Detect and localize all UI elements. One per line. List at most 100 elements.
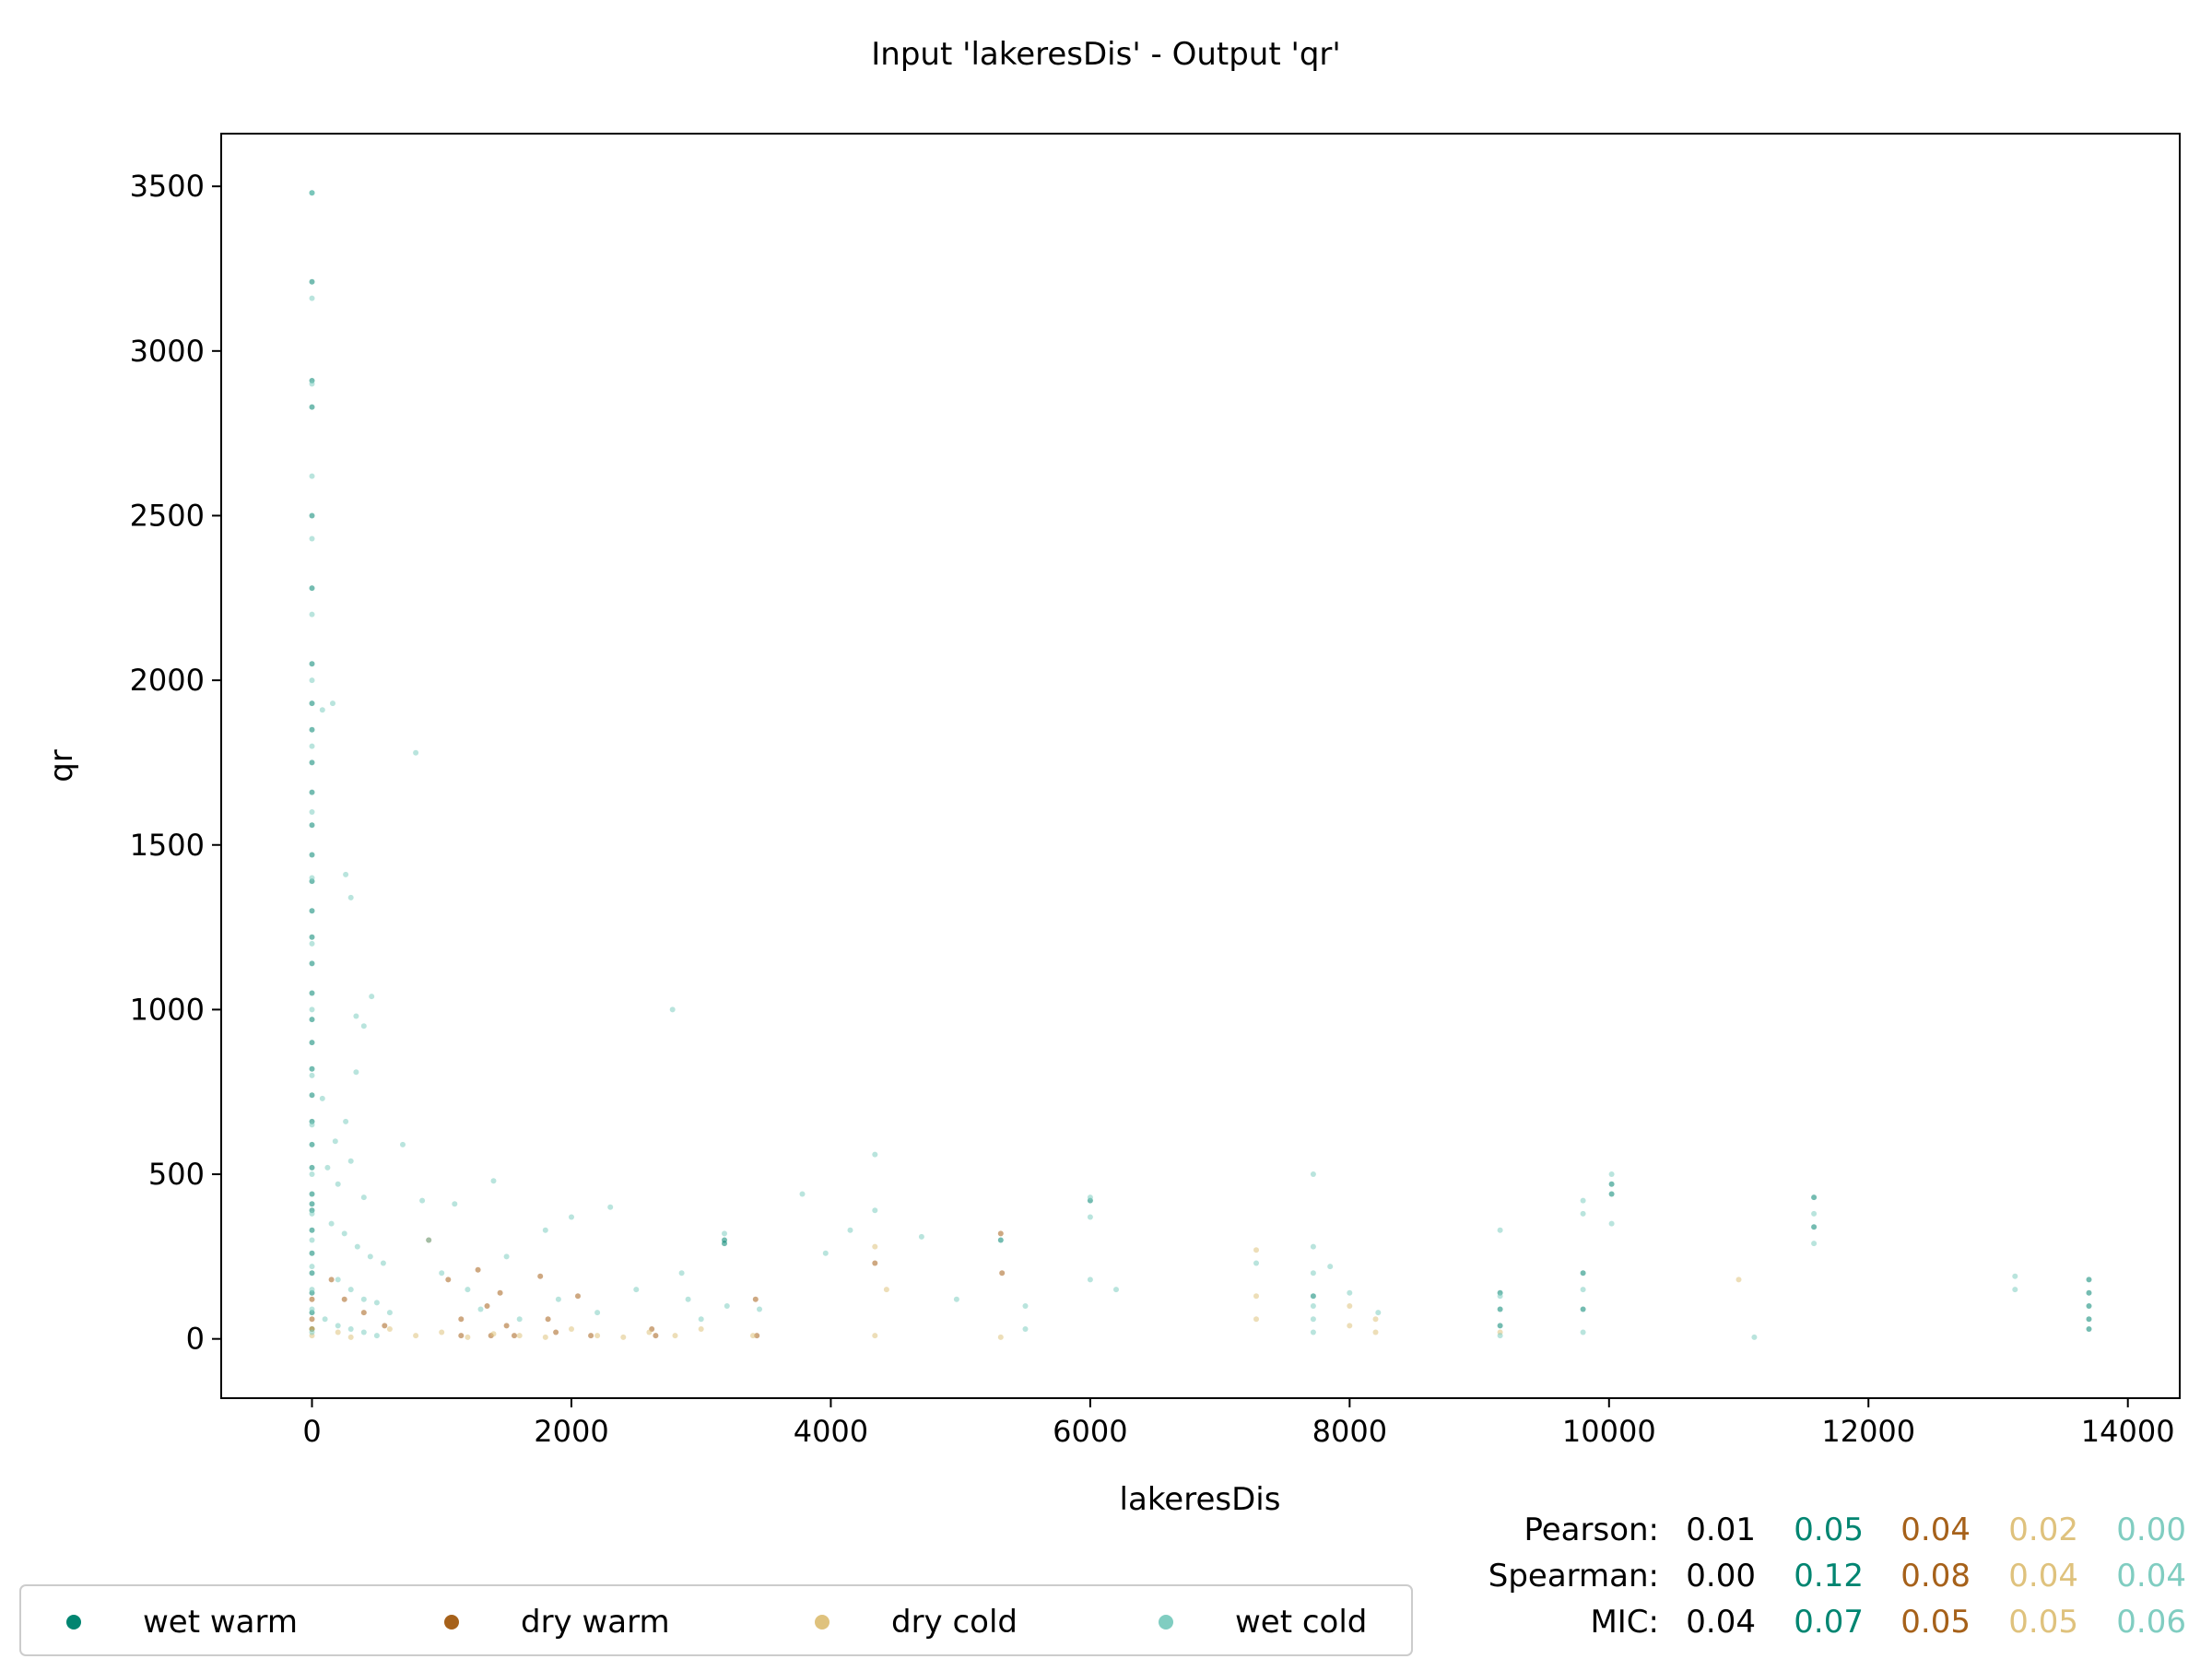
data-point — [309, 1040, 315, 1046]
data-point — [594, 1310, 601, 1316]
data-point — [1022, 1326, 1029, 1332]
data-point — [309, 1171, 315, 1177]
data-point — [2012, 1273, 2018, 1279]
data-point — [309, 1092, 315, 1099]
data-point — [1608, 1191, 1615, 1197]
stat-label: Pearson: — [1524, 1512, 1659, 1548]
data-point — [373, 1300, 380, 1306]
data-point — [309, 822, 315, 829]
data-point — [484, 1303, 490, 1309]
data-point — [883, 1287, 889, 1293]
data-point — [750, 1333, 756, 1339]
stat-value: 0.04 — [2008, 1558, 2078, 1594]
data-point — [309, 1122, 315, 1128]
data-point — [1375, 1310, 1382, 1316]
data-point — [1811, 1224, 1818, 1230]
data-point — [386, 1310, 393, 1316]
x-tick-label: 6000 — [1053, 1414, 1127, 1449]
data-point — [309, 759, 315, 766]
stat-value: 0.08 — [1900, 1558, 1971, 1594]
data-point — [953, 1296, 959, 1302]
data-point — [542, 1334, 548, 1340]
data-point — [419, 1197, 426, 1204]
stat-value: 0.01 — [1686, 1512, 1756, 1548]
data-point — [1811, 1210, 1818, 1217]
data-point — [799, 1191, 806, 1197]
x-tick-label: 10000 — [1562, 1414, 1656, 1449]
data-point — [490, 1178, 497, 1184]
y-tick-label: 0 — [186, 1322, 205, 1357]
stat-value: 0.00 — [2116, 1512, 2186, 1548]
data-point — [353, 1069, 359, 1076]
data-point — [997, 1237, 1004, 1243]
data-point — [1497, 1227, 1503, 1233]
data-point — [309, 1270, 315, 1277]
data-point — [1608, 1220, 1615, 1227]
data-point — [1497, 1323, 1503, 1329]
x-tick-label: 12000 — [1821, 1414, 1915, 1449]
data-point — [1497, 1293, 1503, 1300]
data-point — [1751, 1334, 1758, 1340]
data-point — [669, 1006, 676, 1013]
points-layer — [309, 190, 2092, 1340]
data-point — [413, 1333, 419, 1339]
data-point — [335, 1277, 341, 1283]
data-point — [335, 1329, 341, 1335]
data-point — [324, 1164, 331, 1171]
data-point — [309, 404, 315, 410]
x-axis: 0 2000 4000 6000 8000 10000 12000 14000 — [302, 1398, 2175, 1449]
stat-value: 0.02 — [2008, 1512, 2078, 1548]
data-point — [373, 1333, 380, 1339]
data-point — [1310, 1171, 1316, 1177]
data-point — [1347, 1323, 1353, 1329]
stat-value: 0.07 — [1794, 1604, 1864, 1641]
data-point — [309, 1287, 315, 1293]
data-point — [1580, 1306, 1586, 1312]
data-point — [847, 1227, 853, 1233]
data-point — [1580, 1287, 1586, 1293]
x-tick-label: 8000 — [1312, 1414, 1387, 1449]
data-point — [475, 1266, 481, 1273]
data-point — [309, 535, 315, 542]
data-point — [309, 381, 315, 387]
data-point — [341, 1230, 347, 1237]
data-point — [360, 1329, 367, 1335]
legend-frame — [19, 1584, 1413, 1656]
data-point — [512, 1333, 517, 1339]
data-point — [698, 1316, 704, 1323]
data-point — [343, 871, 349, 877]
data-point — [698, 1326, 704, 1332]
data-point — [1811, 1194, 1818, 1201]
legend-label: dry warm — [521, 1604, 670, 1641]
data-point — [2086, 1326, 2092, 1332]
data-point — [309, 1164, 315, 1171]
data-point — [490, 1331, 497, 1337]
x-tick-label: 4000 — [794, 1414, 868, 1449]
data-point — [445, 1277, 452, 1283]
chart-title: Input 'lakeresDis' - Output 'qr' — [871, 36, 1340, 73]
data-point — [309, 1227, 315, 1233]
data-point — [2086, 1316, 2092, 1323]
data-point — [309, 1250, 315, 1256]
data-point — [999, 1270, 1006, 1277]
data-point — [335, 1181, 341, 1187]
data-point — [594, 1333, 601, 1339]
legend-marker — [815, 1615, 830, 1630]
data-point — [309, 908, 315, 914]
data-point — [503, 1323, 510, 1329]
data-point — [369, 994, 375, 1000]
data-point — [477, 1306, 484, 1312]
legend: wet warm dry warm dry cold wet cold — [19, 1584, 1413, 1656]
data-point — [757, 1306, 762, 1312]
data-point — [353, 1013, 359, 1019]
stat-label: MIC: — [1590, 1604, 1659, 1641]
data-point — [347, 1158, 354, 1164]
data-point — [1735, 1277, 1742, 1283]
data-point — [360, 1296, 367, 1302]
data-point — [309, 1006, 315, 1013]
data-point — [607, 1204, 614, 1210]
data-point — [537, 1273, 544, 1279]
data-point — [347, 894, 354, 900]
data-point — [309, 1201, 315, 1207]
